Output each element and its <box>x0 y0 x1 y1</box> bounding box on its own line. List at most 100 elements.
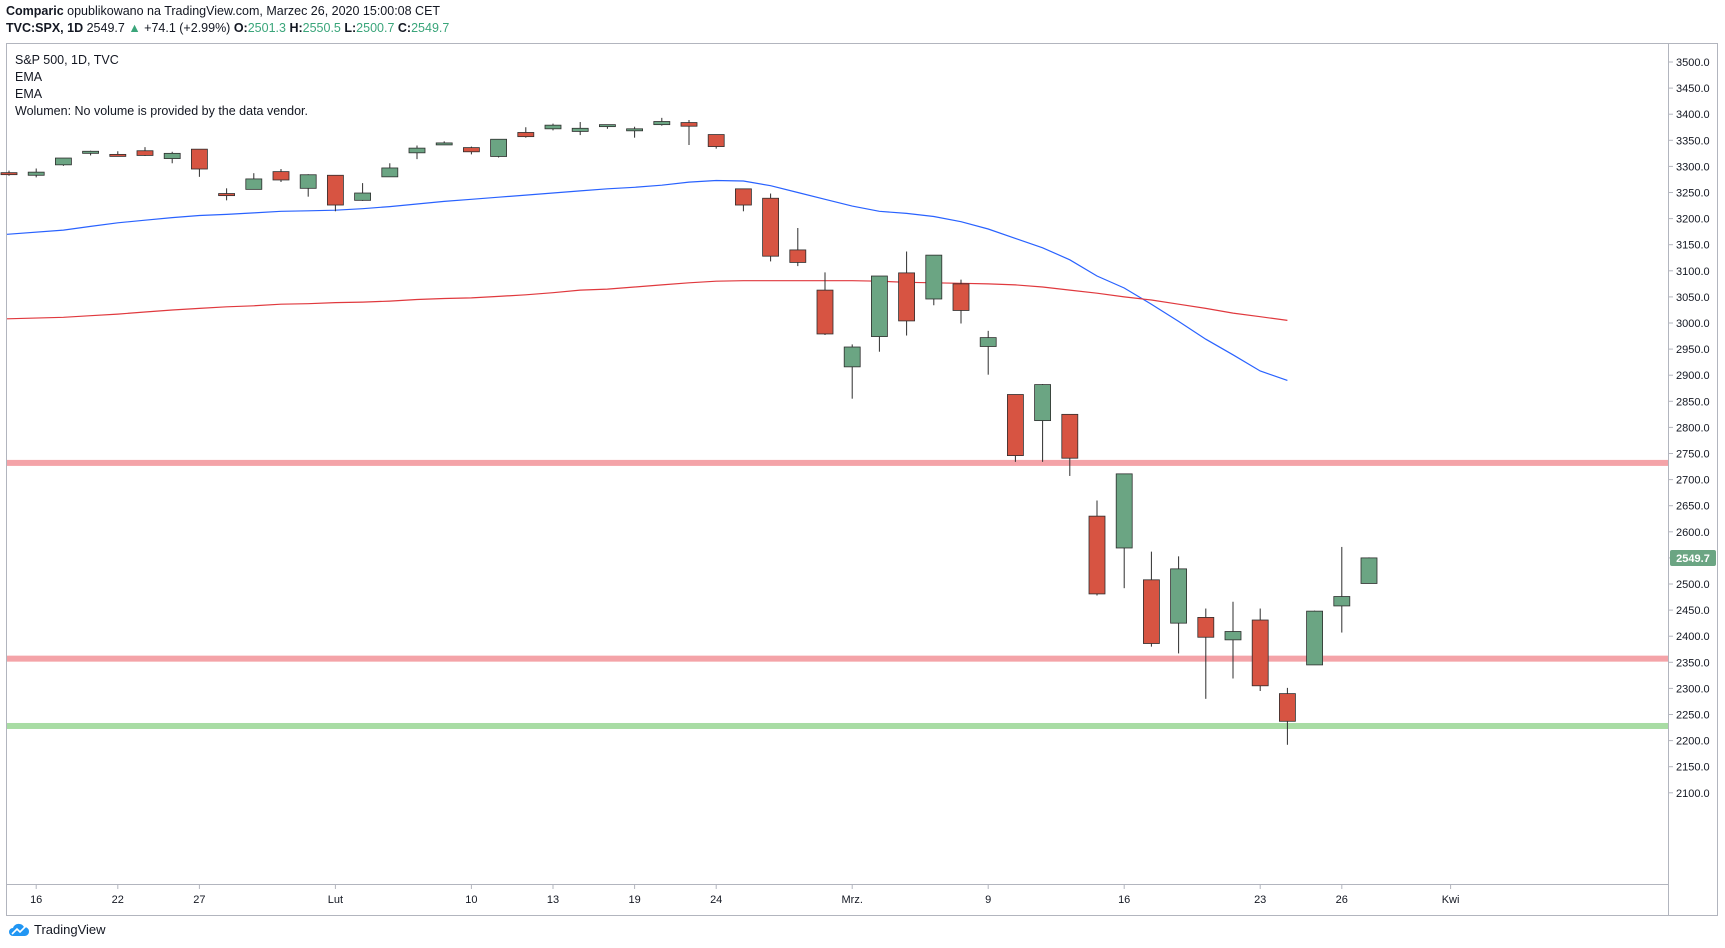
candle[interactable] <box>762 193 779 262</box>
candle[interactable] <box>1115 473 1133 589</box>
candle[interactable] <box>898 251 915 336</box>
last-price-tag-text: 2549.7 <box>1676 553 1710 565</box>
legend-title[interactable]: S&P 500, 1D, TVC <box>15 53 119 67</box>
candle-body <box>272 171 290 181</box>
candle[interactable] <box>1197 608 1215 699</box>
legend-ema-1[interactable]: EMA <box>15 70 43 84</box>
candle-body <box>544 124 562 130</box>
level-line-resistance[interactable] <box>7 459 1668 466</box>
candle-body <box>571 127 589 132</box>
x-tick-label: 9 <box>985 894 991 906</box>
candle[interactable] <box>1088 500 1106 596</box>
candle[interactable] <box>435 141 453 146</box>
candle-body <box>299 174 317 189</box>
candle-body <box>0 172 18 176</box>
candle[interactable] <box>190 148 208 177</box>
candle[interactable] <box>245 173 263 190</box>
y-tick-label: 3300.0 <box>1676 161 1710 173</box>
candle-body <box>1088 515 1106 595</box>
candle[interactable] <box>707 134 725 149</box>
candle-body <box>707 134 725 147</box>
y-tick-label: 2850.0 <box>1676 396 1710 408</box>
candle[interactable] <box>544 123 562 131</box>
candle[interactable] <box>789 227 807 267</box>
candle[interactable] <box>218 188 236 201</box>
candle-body <box>490 138 508 157</box>
candle[interactable] <box>299 174 317 197</box>
legend-ema-2[interactable]: EMA <box>15 87 43 101</box>
candle[interactable] <box>653 117 671 126</box>
candle-body <box>898 272 915 322</box>
candle[interactable] <box>735 188 752 212</box>
candle[interactable] <box>354 183 372 201</box>
candle-body <box>462 147 480 153</box>
y-tick-label: 2100.0 <box>1676 788 1710 800</box>
candle[interactable] <box>599 124 616 129</box>
candle[interactable] <box>1007 394 1024 462</box>
candle[interactable] <box>408 145 426 160</box>
candle[interactable] <box>82 150 99 156</box>
candle[interactable] <box>843 344 861 399</box>
brand-text: TradingView <box>34 922 106 937</box>
candle[interactable] <box>979 330 997 375</box>
candle[interactable] <box>1224 601 1242 679</box>
y-tick-label: 2700.0 <box>1676 475 1710 487</box>
candle[interactable] <box>1306 610 1323 666</box>
open-label: O: <box>233 21 248 35</box>
candle[interactable] <box>272 169 290 183</box>
level-line-support-1[interactable] <box>7 655 1668 662</box>
ema-line-1[interactable] <box>6 179 1288 381</box>
candle[interactable] <box>816 272 834 336</box>
y-tick-label: 2900.0 <box>1676 370 1710 382</box>
candle[interactable] <box>571 122 589 136</box>
candle-body <box>218 193 236 197</box>
candle[interactable] <box>1279 687 1296 745</box>
author-name[interactable]: Comparic <box>6 4 64 18</box>
candle[interactable] <box>326 174 344 212</box>
candle[interactable] <box>109 151 127 157</box>
candle[interactable] <box>680 119 698 145</box>
candle[interactable] <box>1333 546 1351 633</box>
candle[interactable] <box>1360 557 1378 584</box>
y-tick-label: 3100.0 <box>1676 266 1710 278</box>
candle[interactable] <box>55 157 72 166</box>
x-tick-label: 16 <box>30 894 42 906</box>
candle[interactable] <box>626 126 643 138</box>
high-value: 2550.5 <box>302 21 341 35</box>
candle[interactable] <box>871 275 888 352</box>
ohlc-bar: TVC:SPX, 1D 2549.7 ▲ +74.1 (+2.99%) O:25… <box>6 21 449 35</box>
candle[interactable] <box>27 168 45 178</box>
candle[interactable] <box>163 151 181 164</box>
publish-text: opublikowano na TradingView.com, Marzec … <box>67 4 441 18</box>
change-up-icon: ▲ <box>128 21 141 35</box>
level-line-support-2[interactable] <box>7 722 1668 729</box>
candle[interactable] <box>462 146 480 155</box>
x-tick-label: Mrz. <box>842 894 863 906</box>
candle[interactable] <box>1034 384 1051 462</box>
candle[interactable] <box>1143 551 1160 647</box>
last-price-tag: 2549.7 <box>1670 550 1716 567</box>
candle-body <box>136 150 154 156</box>
y-tick-label: 2300.0 <box>1676 683 1710 695</box>
candle[interactable] <box>517 127 535 138</box>
candle[interactable] <box>952 279 970 324</box>
candle[interactable] <box>136 147 154 156</box>
candle[interactable] <box>0 170 18 176</box>
low-label: L: <box>344 21 357 35</box>
y-tick-label: 2150.0 <box>1676 762 1710 774</box>
candle-body <box>1034 384 1051 422</box>
y-tick-label: 2500.0 <box>1676 579 1710 591</box>
tradingview-logo[interactable]: TradingView <box>8 922 106 937</box>
candle[interactable] <box>1061 413 1079 476</box>
candle-body <box>1197 617 1215 638</box>
high-label: H: <box>289 21 303 35</box>
candle-body <box>979 337 997 347</box>
y-tick-label: 3400.0 <box>1676 109 1710 121</box>
candle[interactable] <box>1170 556 1187 654</box>
candle[interactable] <box>1251 608 1269 692</box>
candle[interactable] <box>925 254 943 306</box>
candle[interactable] <box>490 138 508 158</box>
candle[interactable] <box>381 163 399 178</box>
ema-line-2[interactable] <box>6 280 1288 321</box>
